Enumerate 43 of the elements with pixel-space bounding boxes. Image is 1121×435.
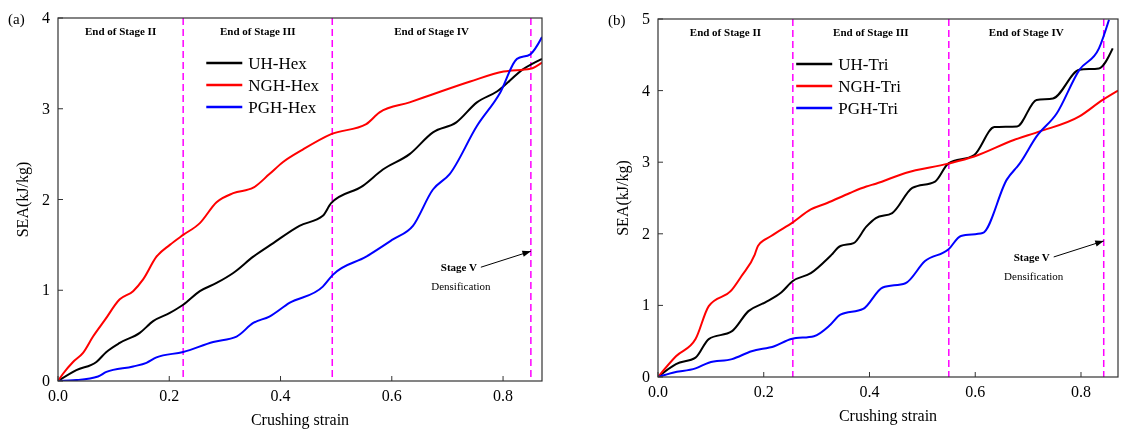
annotation: End of Stage IV xyxy=(988,26,1064,38)
y-tick-label: 1 xyxy=(42,281,50,299)
y-tick-label: 2 xyxy=(642,224,650,242)
legend-label: UH-Tri xyxy=(838,55,889,74)
x-tick-label: 0.0 xyxy=(48,387,68,404)
x-tick-label: 0.0 xyxy=(648,383,668,400)
y-tick-label: 3 xyxy=(642,153,650,171)
annotation: Stage V xyxy=(440,261,477,274)
y-tick-label: 5 xyxy=(642,10,650,27)
annotation: End of Stage II xyxy=(84,25,157,37)
y-tick-label: 4 xyxy=(42,9,50,26)
x-tick-label: 0.6 xyxy=(381,387,402,404)
annotation: Densification xyxy=(1004,269,1064,282)
y-axis-title: SEA(kJ/kg) xyxy=(14,161,32,238)
y-axis-title: SEA(kJ/kg) xyxy=(614,160,632,236)
x-tick-label: 0.2 xyxy=(159,387,180,404)
annotation: End of Stage III xyxy=(219,25,296,37)
annotation: Densification xyxy=(431,280,491,293)
x-tick-label: 0.8 xyxy=(1070,383,1091,400)
x-axis-title: Crushing strain xyxy=(250,411,350,429)
annotation: End of Stage III xyxy=(833,26,909,38)
x-tick-label: 0.4 xyxy=(859,383,880,400)
y-tick-label: 3 xyxy=(42,99,50,117)
annotation: End of Stage II xyxy=(689,26,762,38)
x-tick-label: 0.4 xyxy=(270,387,291,404)
y-tick-label: 1 xyxy=(642,296,650,314)
chart-title: (a) xyxy=(8,11,25,28)
legend-label: UH-Hex xyxy=(248,54,308,73)
y-tick-label: 2 xyxy=(42,190,50,208)
annotation: Stage V xyxy=(1013,250,1050,263)
y-tick-label: 0 xyxy=(42,372,50,389)
legend-label: PGH-Tri xyxy=(838,99,899,118)
x-axis-title: Crushing strain xyxy=(838,407,938,425)
x-tick-label: 0.2 xyxy=(753,383,774,400)
legend-label: NGH-Hex xyxy=(248,76,320,95)
chart-title: (b) xyxy=(608,12,626,29)
annotation: End of Stage IV xyxy=(394,25,470,37)
y-tick-label: 4 xyxy=(642,81,650,99)
y-tick-label: 0 xyxy=(642,368,650,385)
legend-label: NGH-Tri xyxy=(838,77,902,96)
x-tick-label: 0.8 xyxy=(493,387,514,404)
legend-label: PGH-Hex xyxy=(248,98,317,117)
x-tick-label: 0.6 xyxy=(965,383,986,400)
